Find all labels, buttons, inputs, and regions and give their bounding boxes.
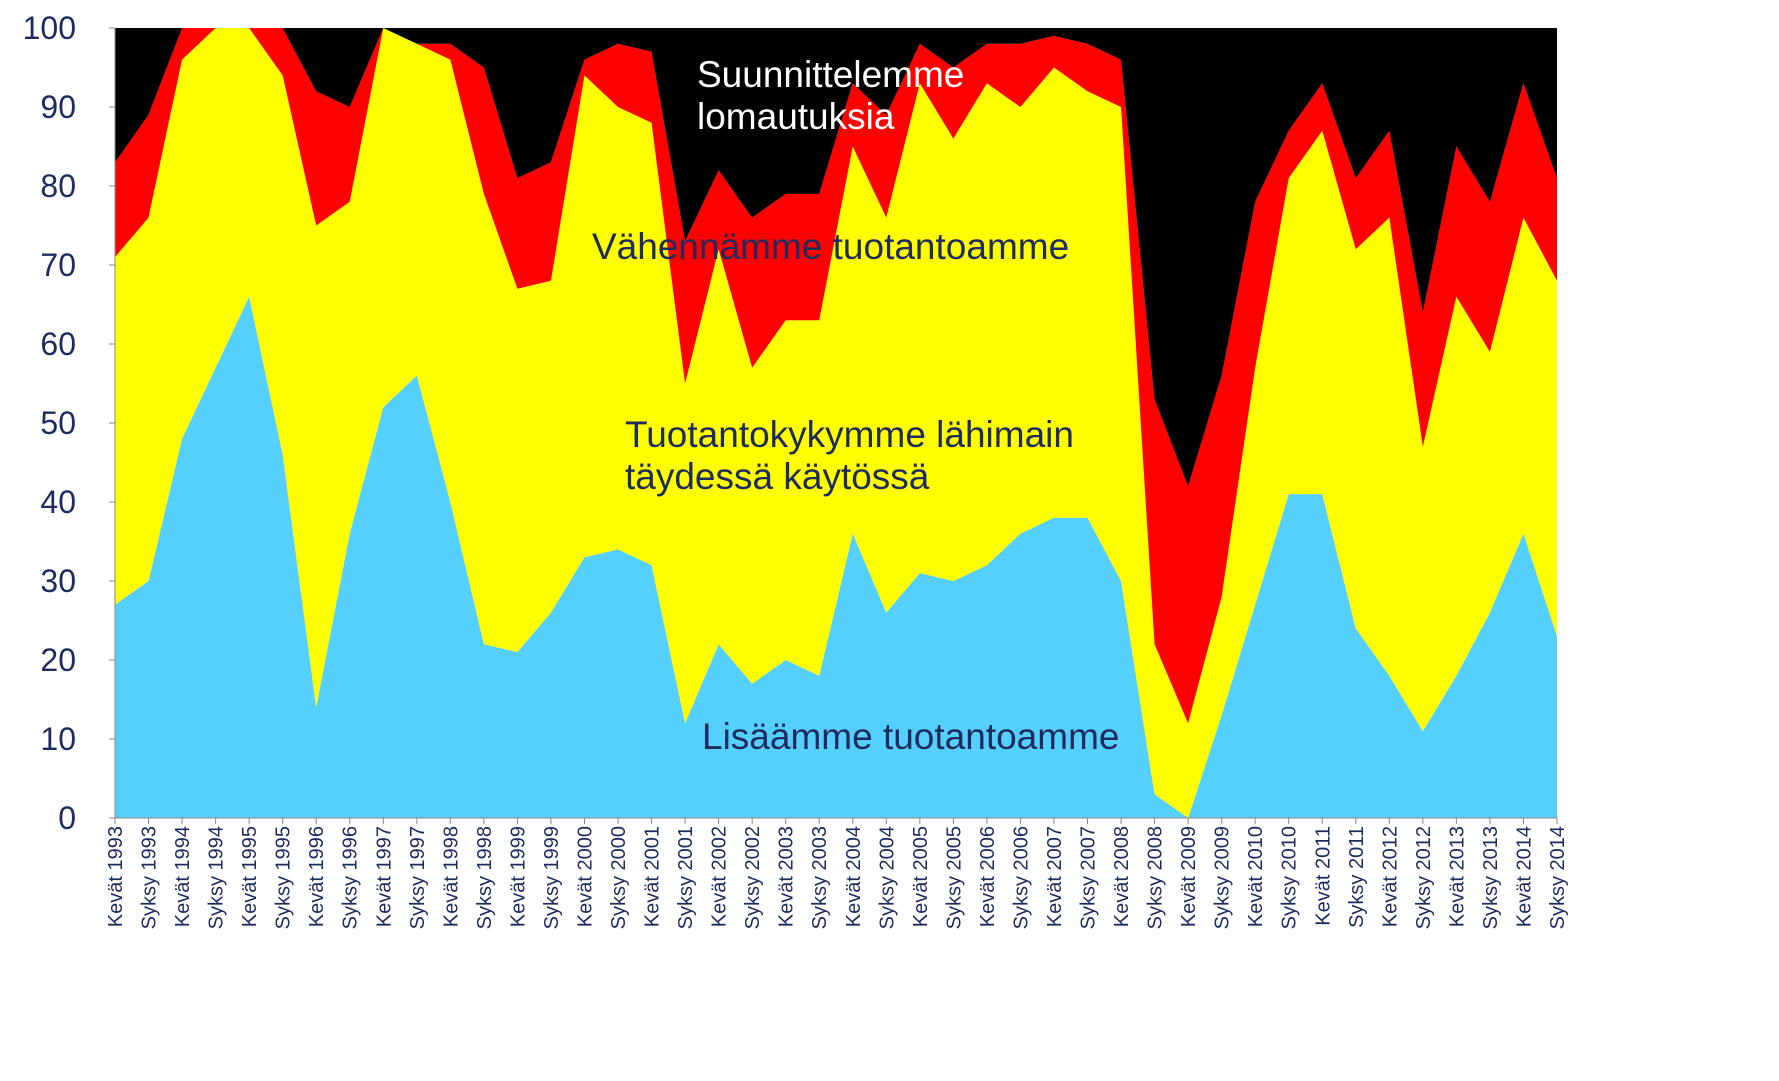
series-label: Tuotantokykymme lähimain täydessä käytös… (625, 414, 1074, 497)
x-tick-label: Syksy 2012 (1413, 826, 1435, 929)
x-tick-label: Kevät 2004 (843, 826, 865, 927)
x-tick-label: Syksy 2011 (1346, 826, 1368, 928)
y-tick-label: 80 (40, 168, 76, 204)
x-tick-label: Kevät 2008 (1111, 826, 1133, 927)
y-tick-label: 70 (40, 247, 76, 283)
x-tick-label: Syksy 2004 (876, 826, 898, 929)
y-tick-label: 90 (40, 89, 76, 125)
x-tick-label: Syksy 1999 (541, 826, 563, 929)
x-tick-label: Kevät 1999 (507, 826, 529, 927)
x-tick-label: Syksy 2007 (1078, 826, 1100, 929)
x-tick-label: Kevät 2012 (1379, 826, 1401, 927)
y-tick-label: 20 (40, 642, 76, 678)
x-tick-label: Syksy 2003 (809, 826, 831, 929)
x-tick-label: Syksy 2008 (1145, 826, 1167, 929)
x-tick-label: Syksy 2005 (943, 826, 965, 929)
y-tick-label: 100 (23, 10, 76, 46)
x-tick-label: Kevät 2001 (642, 826, 664, 927)
x-tick-label: Kevät 2000 (574, 826, 596, 927)
x-tick-label: Syksy 1997 (407, 826, 429, 929)
x-tick-label: Kevät 1996 (306, 826, 328, 927)
series-label: Suunnittelemme lomautuksia (697, 54, 965, 137)
x-tick-label: Syksy 2010 (1279, 826, 1301, 929)
x-tick-label: Kevät 1995 (239, 826, 261, 927)
x-tick-label: Kevät 1994 (172, 826, 194, 927)
x-tick-label: Kevät 2011 (1312, 826, 1334, 926)
x-tick-label: Kevät 1997 (373, 826, 395, 927)
x-tick-label: Syksy 2001 (675, 826, 697, 929)
x-tick-label: Kevät 2002 (709, 826, 731, 927)
x-tick-label: Syksy 1993 (139, 826, 161, 929)
x-tick-label: Syksy 2000 (608, 826, 630, 929)
x-tick-label: Syksy 2013 (1480, 826, 1502, 929)
x-tick-label: Syksy 1994 (206, 826, 228, 929)
series-label: Vähennämme tuotantoamme (592, 226, 1070, 267)
y-tick-label: 0 (58, 800, 76, 836)
x-tick-label: Kevät 2003 (776, 826, 798, 927)
x-tick-label: Syksy 1996 (340, 826, 362, 929)
area (115, 296, 1557, 819)
x-tick-label: Syksy 2002 (742, 826, 764, 929)
y-tick-label: 60 (40, 326, 76, 362)
x-tick-label: Kevät 2010 (1245, 826, 1267, 927)
x-tick-label: Syksy 1998 (474, 826, 496, 929)
y-tick-label: 40 (40, 484, 76, 520)
x-tick-label: Kevät 2007 (1044, 826, 1066, 927)
series-label: Lisäämme tuotantoamme (702, 716, 1120, 757)
x-tick-label: Kevät 2005 (910, 826, 932, 927)
x-tick-label: Kevät 1993 (105, 826, 127, 927)
x-tick-label: Kevät 2013 (1446, 826, 1468, 927)
area (115, 28, 1557, 724)
x-tick-label: Kevät 1998 (440, 826, 462, 927)
x-tick-label: Kevät 2009 (1178, 826, 1200, 927)
area (115, 28, 1557, 818)
area (115, 28, 1557, 487)
x-tick-label: Syksy 2009 (1212, 826, 1234, 929)
y-tick-label: 50 (40, 405, 76, 441)
x-tick-label: Kevät 2006 (977, 826, 999, 927)
y-tick-label: 30 (40, 563, 76, 599)
x-tick-label: Syksy 1995 (273, 826, 295, 929)
x-tick-label: Syksy 2014 (1547, 826, 1569, 929)
x-tick-label: Syksy 2006 (1010, 826, 1032, 929)
x-tick-label: Kevät 2014 (1513, 826, 1535, 927)
y-tick-label: 10 (40, 721, 76, 757)
